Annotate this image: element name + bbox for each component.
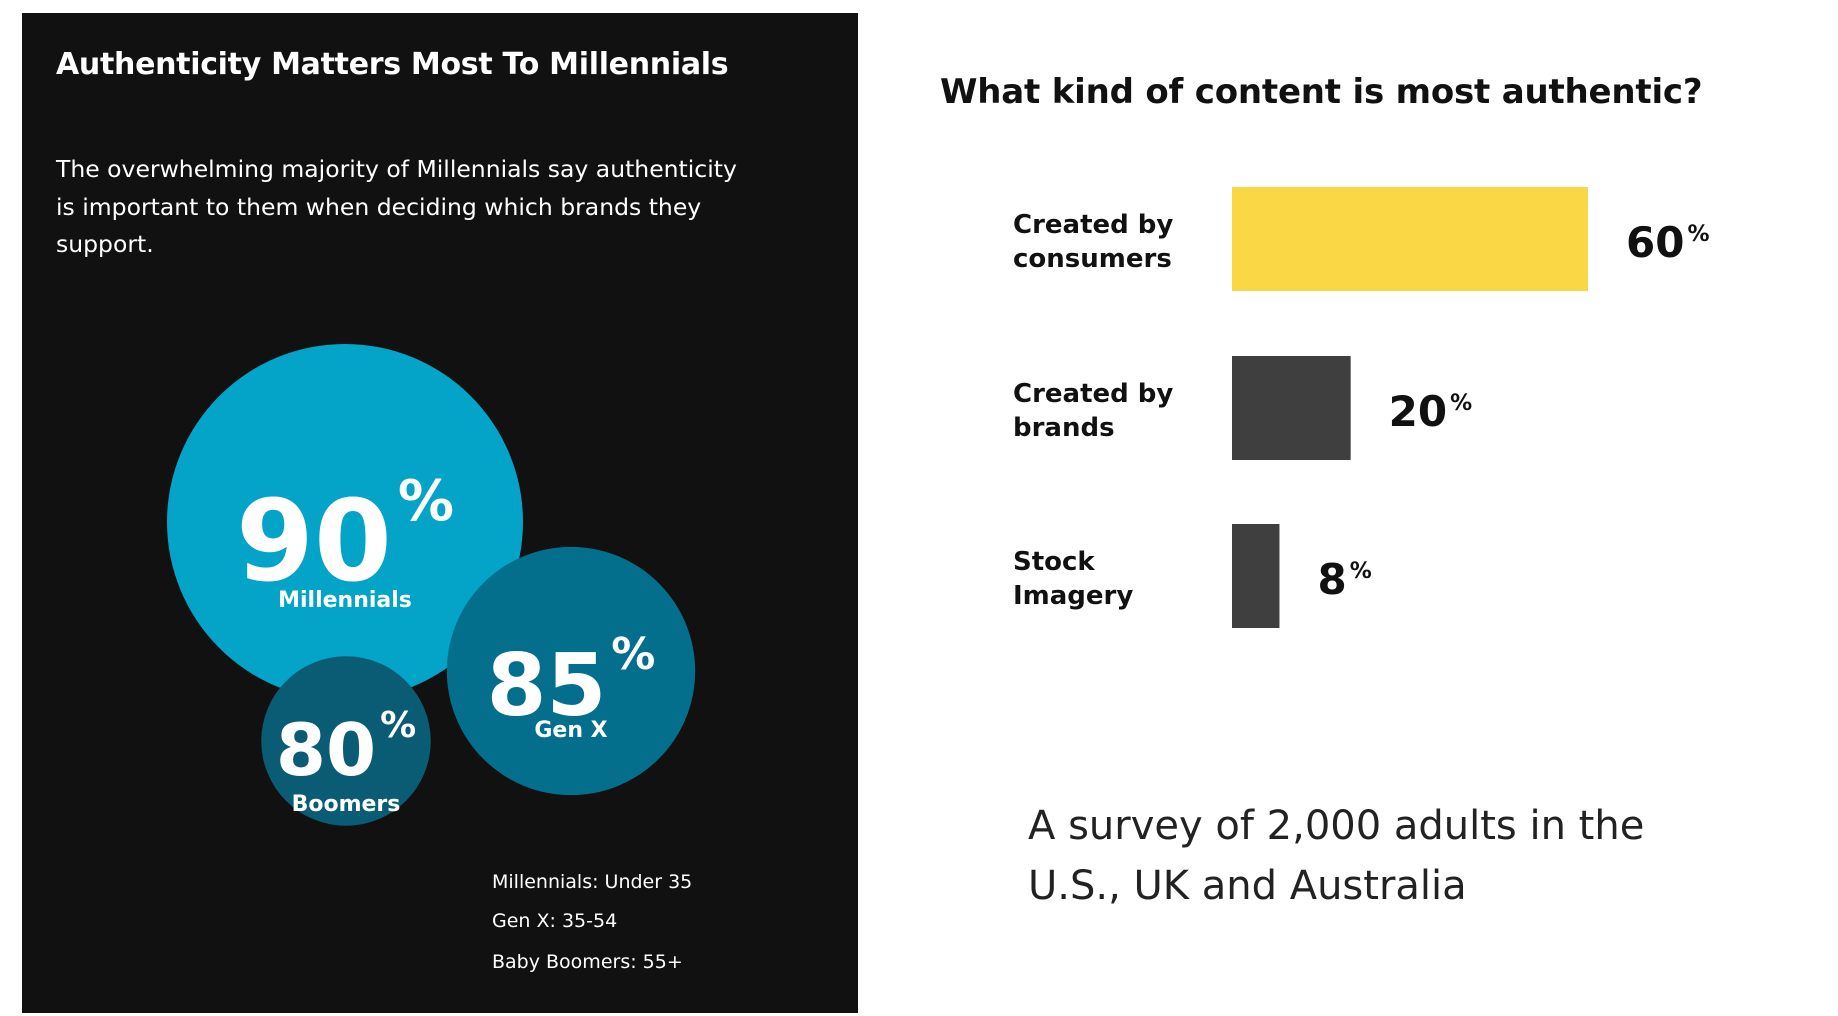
bubble-millennials — [167, 344, 523, 700]
bubble-label-boomers: Boomers — [292, 792, 401, 817]
bubble-gen-x — [446, 546, 696, 796]
bubble-percent-sign: % — [611, 629, 655, 680]
bar-value-label: 60% — [1626, 218, 1710, 267]
bubble-label-millennials: Millennials — [278, 588, 412, 613]
legend-boomers: Baby Boomers: 55+ — [492, 951, 683, 973]
bar — [1232, 187, 1588, 291]
bubble-label-gen-x: Gen X — [534, 718, 607, 743]
bar-category-label: Created by consumers — [1013, 210, 1173, 274]
bar-chart: Created by consumers 60 % Created by brands 20… — [1013, 187, 1710, 628]
bar-value-label: 8% — [1317, 555, 1371, 604]
bar-value-label: 20% — [1389, 387, 1473, 436]
bubble-percent-sign: % — [398, 469, 454, 534]
survey-note: A survey of 2,000 adults in the U.S., UK… — [1028, 803, 1645, 909]
left-title: Authenticity Matters Most To Millennials — [56, 47, 729, 82]
left-panel: Authenticity Matters Most To Millennials… — [22, 13, 858, 1013]
bar-category-label: Stock Imagery — [1013, 547, 1133, 611]
bar — [1232, 356, 1351, 460]
bar — [1232, 524, 1280, 628]
right-title: What kind of content is most authentic? — [940, 72, 1703, 112]
legend-genx: Gen X: 35-54 — [492, 910, 618, 932]
bubble-boomers — [261, 656, 431, 826]
legend-millennials: Millennials: Under 35 — [492, 871, 693, 893]
bubble-percent-sign: % — [380, 705, 416, 746]
left-description: The overwhelming majority of Millennials… — [56, 155, 737, 258]
bar-category-label: Created by brands — [1013, 379, 1173, 443]
